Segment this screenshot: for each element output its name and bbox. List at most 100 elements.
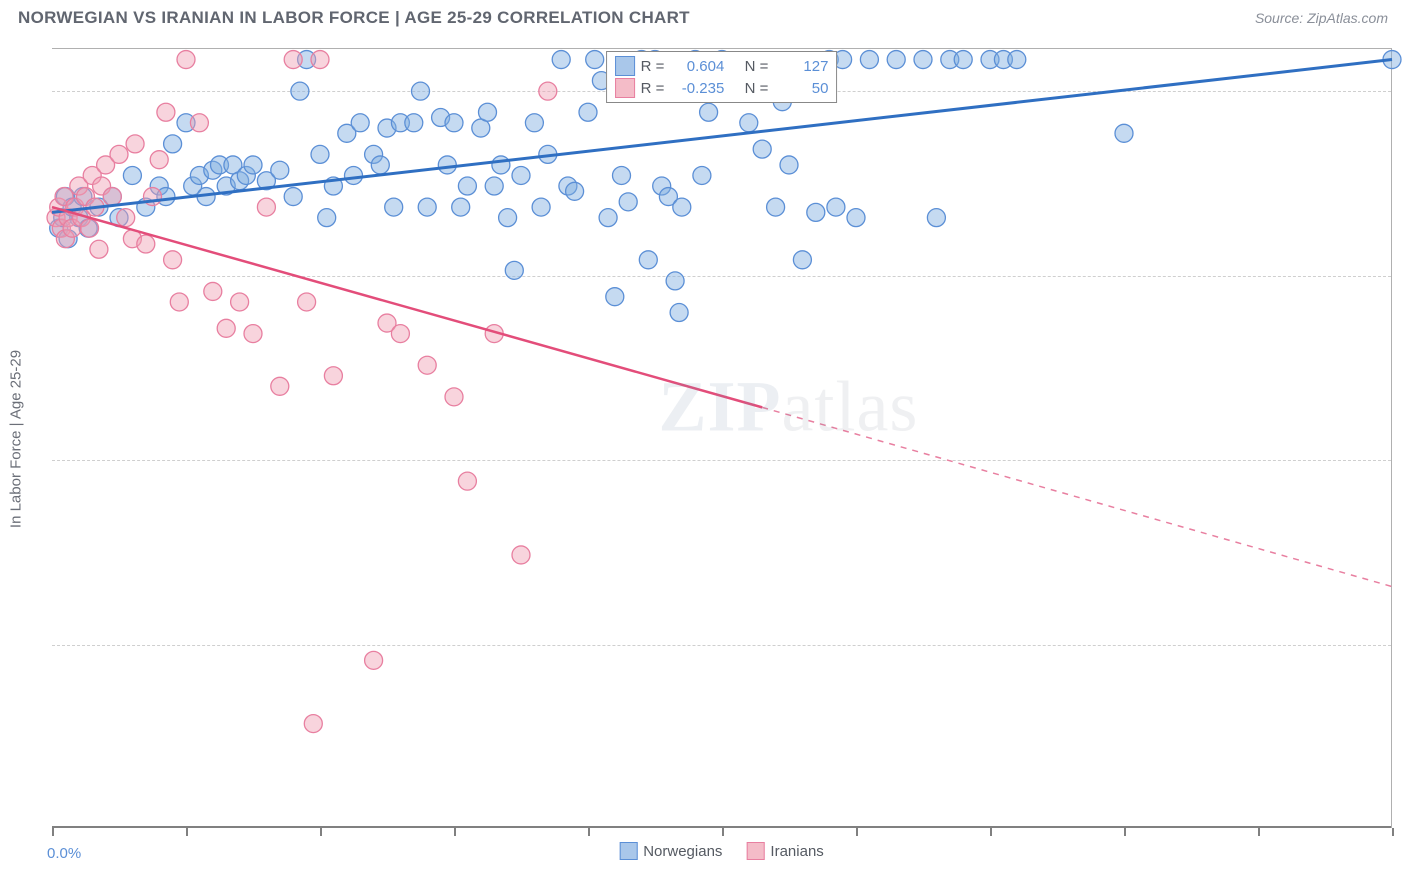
scatter-point xyxy=(190,114,208,132)
scatter-point xyxy=(485,177,503,195)
scatter-point xyxy=(499,209,517,227)
scatter-point xyxy=(217,319,235,337)
scatter-point xyxy=(391,325,409,343)
scatter-point xyxy=(505,261,523,279)
scatter-point xyxy=(291,82,309,100)
scatter-point xyxy=(418,198,436,216)
scatter-point xyxy=(123,166,141,184)
scatter-point xyxy=(345,166,363,184)
scatter-point xyxy=(914,51,932,69)
legend-correlation: R = 0.604 N = 127 R = -0.235 N = 50 xyxy=(606,51,838,103)
legend-swatch xyxy=(619,842,637,860)
scatter-point xyxy=(1115,124,1133,142)
scatter-point xyxy=(525,114,543,132)
scatter-point xyxy=(552,51,570,69)
legend-n-label: N = xyxy=(745,58,769,75)
trend-line xyxy=(52,207,762,407)
legend-swatch xyxy=(746,842,764,860)
scatter-point xyxy=(452,198,470,216)
scatter-point xyxy=(204,282,222,300)
legend-n-value: 50 xyxy=(774,80,828,97)
scatter-point xyxy=(298,293,316,311)
legend-r-label: R = xyxy=(641,58,665,75)
scatter-point xyxy=(177,51,195,69)
x-tick xyxy=(856,828,858,836)
scatter-point xyxy=(619,193,637,211)
x-tick xyxy=(1258,828,1260,836)
scatter-point xyxy=(284,188,302,206)
x-tick xyxy=(454,828,456,836)
scatter-point xyxy=(666,272,684,290)
scatter-point xyxy=(606,288,624,306)
scatter-point xyxy=(887,51,905,69)
y-tick-label: 82.5% xyxy=(1401,267,1406,284)
legend-n-value: 127 xyxy=(774,58,828,75)
scatter-point xyxy=(371,156,389,174)
x-tick xyxy=(1124,828,1126,836)
scatter-point xyxy=(90,240,108,258)
scatter-point xyxy=(137,235,155,253)
scatter-point xyxy=(244,156,262,174)
scatter-point xyxy=(566,182,584,200)
scatter-point xyxy=(639,251,657,269)
legend-r-label: R = xyxy=(641,80,665,97)
scatter-point xyxy=(257,198,275,216)
scatter-point xyxy=(1008,51,1026,69)
scatter-point xyxy=(586,51,604,69)
scatter-point xyxy=(271,161,289,179)
scatter-point xyxy=(579,103,597,121)
scatter-point xyxy=(670,304,688,322)
scatter-point xyxy=(170,293,188,311)
scatter-point xyxy=(365,651,383,669)
x-max-label: 100.0% xyxy=(1401,845,1406,862)
plot-area: In Labor Force | Age 25-29 ZIPatlas R =0… xyxy=(52,49,1391,828)
legend-item: Norwegians xyxy=(619,842,722,860)
scatter-point xyxy=(81,219,99,237)
scatter-point xyxy=(150,151,168,169)
scatter-point xyxy=(351,114,369,132)
chart-container: In Labor Force | Age 25-29 ZIPatlas R =0… xyxy=(52,48,1392,828)
scatter-point xyxy=(807,203,825,221)
scatter-point xyxy=(539,82,557,100)
chart-header: NORWEGIAN VS IRANIAN IN LABOR FORCE | AG… xyxy=(0,0,1406,34)
scatter-point xyxy=(418,356,436,374)
scatter-point xyxy=(780,156,798,174)
scatter-point xyxy=(740,114,758,132)
scatter-point xyxy=(324,367,342,385)
scatter-point xyxy=(860,51,878,69)
scatter-point xyxy=(110,145,128,163)
scatter-point xyxy=(793,251,811,269)
scatter-point xyxy=(445,388,463,406)
scatter-point xyxy=(492,156,510,174)
scatter-point xyxy=(753,140,771,158)
legend-n-label: N = xyxy=(745,80,769,97)
scatter-point xyxy=(318,209,336,227)
scatter-point xyxy=(438,156,456,174)
scatter-point xyxy=(693,166,711,184)
scatter-point xyxy=(479,103,497,121)
x-tick xyxy=(186,828,188,836)
scatter-point xyxy=(117,209,135,227)
scatter-point xyxy=(673,198,691,216)
legend-label: Iranians xyxy=(770,843,823,860)
scatter-point xyxy=(412,82,430,100)
scatter-point xyxy=(847,209,865,227)
scatter-point xyxy=(157,103,175,121)
scatter-point xyxy=(164,135,182,153)
legend-swatch xyxy=(615,56,635,76)
y-axis-label: In Labor Force | Age 25-29 xyxy=(8,349,25,527)
x-min-label: 0.0% xyxy=(47,845,81,862)
legend-r-value: -0.235 xyxy=(670,80,724,97)
x-tick xyxy=(588,828,590,836)
scatter-point xyxy=(244,325,262,343)
scatter-point xyxy=(954,51,972,69)
legend-r-value: 0.604 xyxy=(670,58,724,75)
scatter-svg xyxy=(52,49,1391,828)
scatter-point xyxy=(512,546,530,564)
y-tick-label: 100.0% xyxy=(1401,83,1406,100)
scatter-point xyxy=(103,188,121,206)
scatter-point xyxy=(458,472,476,490)
x-tick xyxy=(722,828,724,836)
scatter-point xyxy=(304,715,322,733)
scatter-point xyxy=(385,198,403,216)
